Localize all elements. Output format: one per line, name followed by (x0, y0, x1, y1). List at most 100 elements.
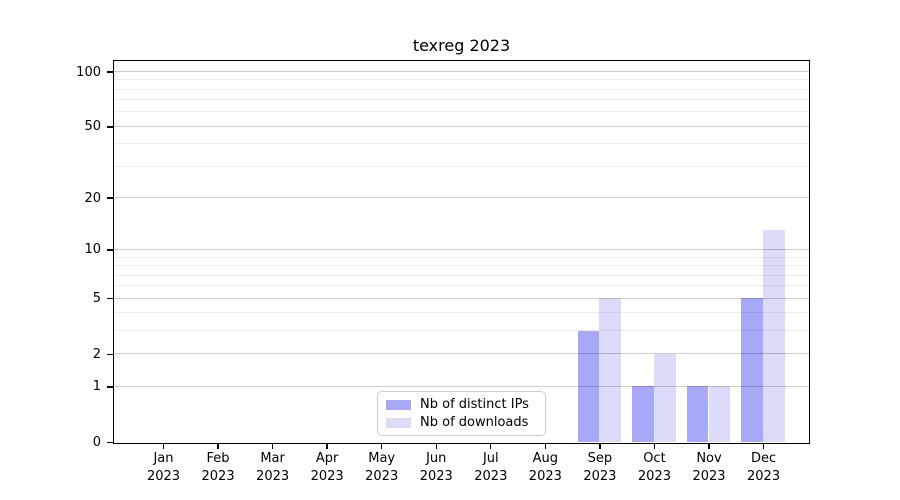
minor-gridline (114, 111, 809, 113)
major-gridline (114, 125, 809, 127)
month-name: Sep (587, 450, 613, 466)
y-tick (106, 297, 113, 300)
y-tick (106, 249, 113, 251)
x-tick (544, 442, 547, 449)
month-year: 2023 (692, 468, 726, 484)
month-tick-label: Aug 2023 (513, 450, 577, 486)
minor-gridline (114, 165, 809, 167)
x-tick (490, 442, 492, 449)
x-tick (762, 442, 765, 449)
minor-gridline (114, 99, 809, 101)
month-year: 2023 (583, 468, 617, 484)
month-name: Jul (482, 450, 499, 466)
legend-swatch (386, 417, 411, 428)
y-tick (106, 386, 113, 388)
month-tick-label: Nov 2023 (677, 450, 741, 486)
x-tick (217, 442, 219, 449)
major-gridline (114, 297, 809, 299)
month-year: 2023 (637, 468, 671, 484)
minor-gridline (114, 265, 809, 267)
major-gridline (114, 71, 809, 72)
month-year: 2023 (474, 468, 508, 484)
month-name: Dec (750, 450, 777, 466)
month-name: Feb (206, 450, 230, 466)
x-tick (599, 442, 601, 449)
month-name: Aug (532, 450, 559, 466)
month-year: 2023 (747, 468, 781, 484)
major-gridline (114, 197, 809, 199)
minor-gridline (114, 88, 809, 90)
plot-area: Nb of distinct IPs Nb of downloads (113, 60, 810, 444)
month-year: 2023 (310, 468, 344, 484)
month-name: Apr (315, 450, 339, 466)
month-tick-label: Jan 2023 (132, 450, 196, 486)
y-tick-label: 50 (84, 119, 101, 135)
month-tick-label: Jul 2023 (459, 450, 523, 486)
major-gridline (114, 385, 809, 387)
bar-distinct-ips (632, 386, 654, 442)
minor-gridline (114, 330, 809, 332)
y-tick (106, 126, 113, 128)
bar-distinct-ips (741, 298, 764, 442)
legend-item: Nb of downloads (386, 414, 537, 430)
y-tick (106, 71, 113, 73)
month-year: 2023 (419, 468, 453, 484)
y-tick-label: 0 (92, 435, 101, 450)
chart-title: texreg 2023 (412, 36, 511, 55)
month-year: 2023 (146, 468, 181, 484)
month-tick-label: Mar 2023 (241, 450, 305, 486)
y-tick (106, 441, 113, 444)
minor-gridline (114, 256, 809, 258)
legend-label: Nb of distinct IPs (420, 396, 529, 412)
y-tick (106, 353, 113, 355)
minor-gridline (114, 312, 809, 314)
legend: Nb of distinct IPs Nb of downloads (377, 391, 546, 436)
y-tick-label: 2 (92, 346, 101, 362)
legend-swatch (386, 399, 411, 410)
y-tick-label: 20 (84, 190, 101, 206)
bar-downloads (599, 298, 622, 442)
y-tick (106, 197, 113, 199)
x-tick (271, 442, 274, 449)
month-name: Mar (260, 450, 285, 466)
month-tick-label: May 2023 (350, 450, 414, 486)
month-year: 2023 (528, 468, 562, 484)
bar-downloads (763, 230, 785, 442)
month-year: 2023 (256, 468, 290, 484)
bar-distinct-ips (577, 330, 600, 442)
month-tick-label: Sep 2023 (568, 450, 632, 486)
legend-item: Nb of distinct IPs (386, 396, 537, 412)
x-tick (162, 442, 165, 449)
bar-downloads (708, 386, 731, 442)
legend-label: Nb of downloads (420, 414, 529, 430)
month-tick-label: Feb 2023 (186, 450, 250, 486)
y-tick-label: 5 (92, 291, 101, 307)
minor-gridline (114, 285, 809, 287)
minor-gridline (114, 79, 809, 81)
month-name: May (368, 450, 396, 466)
month-tick-label: Oct 2023 (622, 450, 686, 486)
month-name: Jun (426, 450, 447, 466)
month-tick-label: Jun 2023 (404, 450, 468, 486)
y-tick-label: 100 (76, 64, 101, 80)
month-name: Jan (153, 450, 174, 466)
month-year: 2023 (201, 468, 235, 484)
bar-downloads (653, 353, 676, 442)
month-tick-label: Dec 2023 (732, 450, 796, 486)
month-tick-label: Apr 2023 (295, 450, 359, 486)
month-name: Oct (643, 450, 666, 466)
x-tick (708, 442, 710, 449)
bar-distinct-ips (686, 386, 709, 442)
x-tick (435, 442, 437, 449)
x-tick (381, 442, 383, 449)
minor-gridline (114, 274, 809, 276)
x-tick (653, 442, 656, 449)
major-gridline (114, 353, 809, 355)
month-year: 2023 (365, 468, 399, 484)
minor-gridline (114, 143, 809, 145)
major-gridline (114, 248, 809, 250)
y-tick-label: 10 (84, 242, 101, 258)
y-tick-label: 1 (92, 379, 101, 395)
x-tick (326, 442, 328, 449)
